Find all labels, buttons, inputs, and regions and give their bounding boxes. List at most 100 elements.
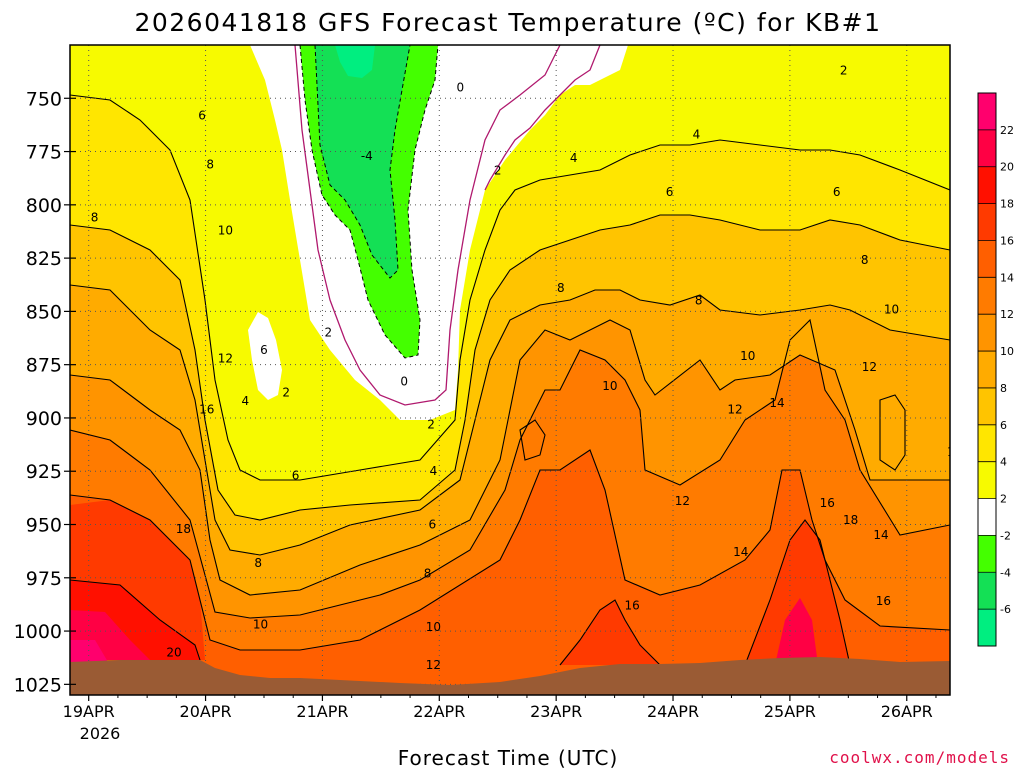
- contour-label: 6: [833, 185, 841, 199]
- contour-label: 2: [427, 417, 435, 431]
- y-tick-label: 1000: [14, 621, 62, 643]
- contour-label: 8: [206, 157, 214, 171]
- x-tick-label: 21APR: [296, 702, 348, 721]
- colorbar-label: -4: [1000, 566, 1011, 579]
- colorbar-swatch: [978, 203, 996, 241]
- contour-label: 12: [727, 402, 742, 416]
- contour-label: 8: [254, 556, 262, 570]
- colorbar-swatch: [978, 240, 996, 278]
- y-axis-ticks: 750 775 800 825 850 875 900 925 950 975 1000 1025: [14, 88, 76, 696]
- y-tick-label: 900: [26, 408, 62, 430]
- contour-label: 8: [861, 253, 869, 267]
- colorbar-label: 6: [1000, 419, 1007, 432]
- x-tick-label: 25APR: [764, 702, 816, 721]
- contour-label: 10: [947, 445, 962, 459]
- colorbar-swatch: [978, 498, 996, 536]
- contour-label: 6: [666, 185, 674, 199]
- contour-label: 0: [457, 81, 465, 95]
- colorbar-label: 22: [1000, 124, 1014, 137]
- contour-label: 10: [602, 379, 617, 393]
- contour-label: 4: [241, 394, 249, 408]
- colorbar-swatch: [978, 572, 996, 610]
- contour-label: 16: [199, 402, 214, 416]
- y-tick-label: 800: [26, 195, 62, 217]
- x-tick-label: 22APR: [413, 702, 465, 721]
- colorbar-label: 4: [1000, 456, 1007, 469]
- colorbar-swatch: [978, 277, 996, 315]
- y-tick-label: 975: [26, 568, 62, 590]
- contour-label: 14: [733, 545, 748, 559]
- contour-label: 4: [430, 464, 438, 478]
- colorbar-swatch: [978, 461, 996, 499]
- band-neg2-pocket: [248, 312, 282, 400]
- colorbar-swatch: [978, 314, 996, 352]
- colorbar-label: 8: [1000, 382, 1007, 395]
- contour-label: 12: [862, 360, 877, 374]
- contour-label: 8: [557, 281, 565, 295]
- plot-area: 0 0 -4 2 2 2 2 2 4 4 4 4 6 6 6 6 6 6 8 8 8 8 8 8 8 10 10 10 10 10 10 10…: [70, 45, 962, 695]
- contour-label: 6: [260, 343, 268, 357]
- contour-label: 2: [840, 64, 848, 78]
- x-axis-ticks: 19APR 20APR 21APR 22APR 23APR 24APR 25APR 26APR: [63, 695, 937, 721]
- warm-core-23apr: [560, 600, 660, 665]
- x-tick-label: 20APR: [180, 702, 232, 721]
- contour-label: 16: [820, 496, 835, 510]
- contour-label: 10: [426, 620, 441, 634]
- colorbar-label: 12: [1000, 308, 1014, 321]
- colorbar-swatch: [978, 535, 996, 573]
- y-tick-label: 875: [26, 355, 62, 377]
- contour-label: 12: [426, 658, 441, 672]
- colorbar-frame: [977, 92, 997, 647]
- contour-label: 2: [282, 385, 290, 399]
- colorbar-swatch: [978, 424, 996, 462]
- colorbar-swatch: [978, 129, 996, 167]
- contour-label: 10: [740, 349, 755, 363]
- y-tick-label: 825: [26, 248, 62, 270]
- band-neg8: [335, 45, 375, 78]
- contour-label: 14: [873, 528, 888, 542]
- colorbar-label: 16: [1000, 234, 1014, 247]
- y-tick-label: 925: [26, 461, 62, 483]
- x-tick-label: 24APR: [647, 702, 699, 721]
- contour-label: 6: [198, 108, 206, 122]
- colorbar-swatch: [978, 93, 996, 130]
- contour-label: 10: [884, 302, 899, 316]
- x-tick-label: 19APR: [63, 702, 115, 721]
- contour-label: 10: [218, 223, 233, 237]
- contour-label: 16: [876, 594, 891, 608]
- colorbar-label: -2: [1000, 529, 1011, 542]
- colorbar: -6 -4 -2 2 4 6 8 10 12 14 16 18 20 22: [977, 92, 1014, 647]
- colorbar-label: -6: [1000, 603, 1011, 616]
- colorbar-swatch: [978, 351, 996, 388]
- contour-label: 2: [494, 164, 502, 178]
- contour-label: 4: [693, 128, 701, 142]
- contour-label: 6: [428, 518, 436, 532]
- colorbar-label: 10: [1000, 345, 1014, 358]
- contour-label: 8: [424, 567, 432, 581]
- contour-labels: 0 0 -4 2 2 2 2 2 4 4 4 4 6 6 6 6 6 6 8 8 8 8 8 8 8 10 10 10 10 10 10 10…: [91, 64, 962, 673]
- colorbar-swatch: [978, 166, 996, 204]
- contour-label: 14: [769, 396, 784, 410]
- contour-label: 12: [675, 494, 690, 508]
- contour-label: 18: [843, 513, 858, 527]
- terrain: [70, 657, 950, 695]
- contour-label: 18: [176, 522, 191, 536]
- contour-lines: [70, 94, 950, 666]
- colorbar-label: 20: [1000, 161, 1014, 174]
- y-tick-label: 775: [26, 142, 62, 164]
- x-axis-label: Forecast Time (UTC): [398, 746, 619, 768]
- x-axis-year-label: 2026: [80, 724, 121, 743]
- contour-label: 12: [218, 351, 233, 365]
- colorbar-label: 2: [1000, 493, 1007, 506]
- credit-text: coolwx.com/models: [829, 748, 1010, 767]
- y-tick-label: 1025: [14, 674, 62, 696]
- y-tick-label: 850: [26, 301, 62, 323]
- contour-label: 6: [292, 468, 300, 482]
- contour-label: 20: [166, 645, 181, 659]
- colorbar-swatch: [978, 387, 996, 425]
- plot-frame: [69, 44, 951, 696]
- band-neg6: [315, 45, 410, 278]
- contour-label: -4: [361, 149, 373, 163]
- colorbar-swatch: [978, 609, 996, 646]
